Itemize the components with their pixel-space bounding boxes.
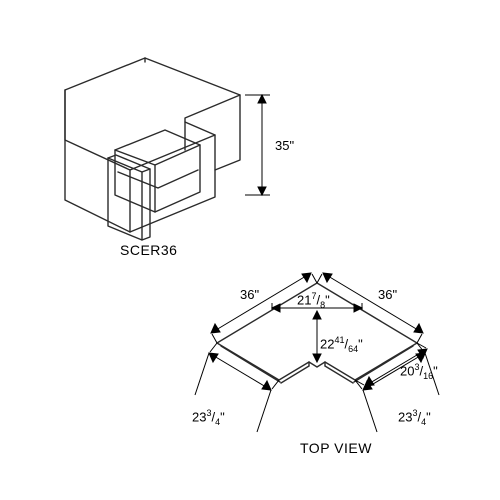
dim-front-right: 233/4" <box>398 408 431 427</box>
dim-back-left: 36" <box>240 287 259 302</box>
dim-inner-top: 217/8" <box>297 291 330 310</box>
dim-front-left: 233/4" <box>192 408 225 427</box>
dim-right-side: 203/16" <box>400 362 438 381</box>
diagram-container: { "model": "SCER36", "view_label": "TOP … <box>0 0 500 500</box>
dim-back-right: 36" <box>378 287 397 302</box>
dim-depth: 2241/64" <box>320 335 363 354</box>
top-view-label: TOP VIEW <box>300 440 372 456</box>
